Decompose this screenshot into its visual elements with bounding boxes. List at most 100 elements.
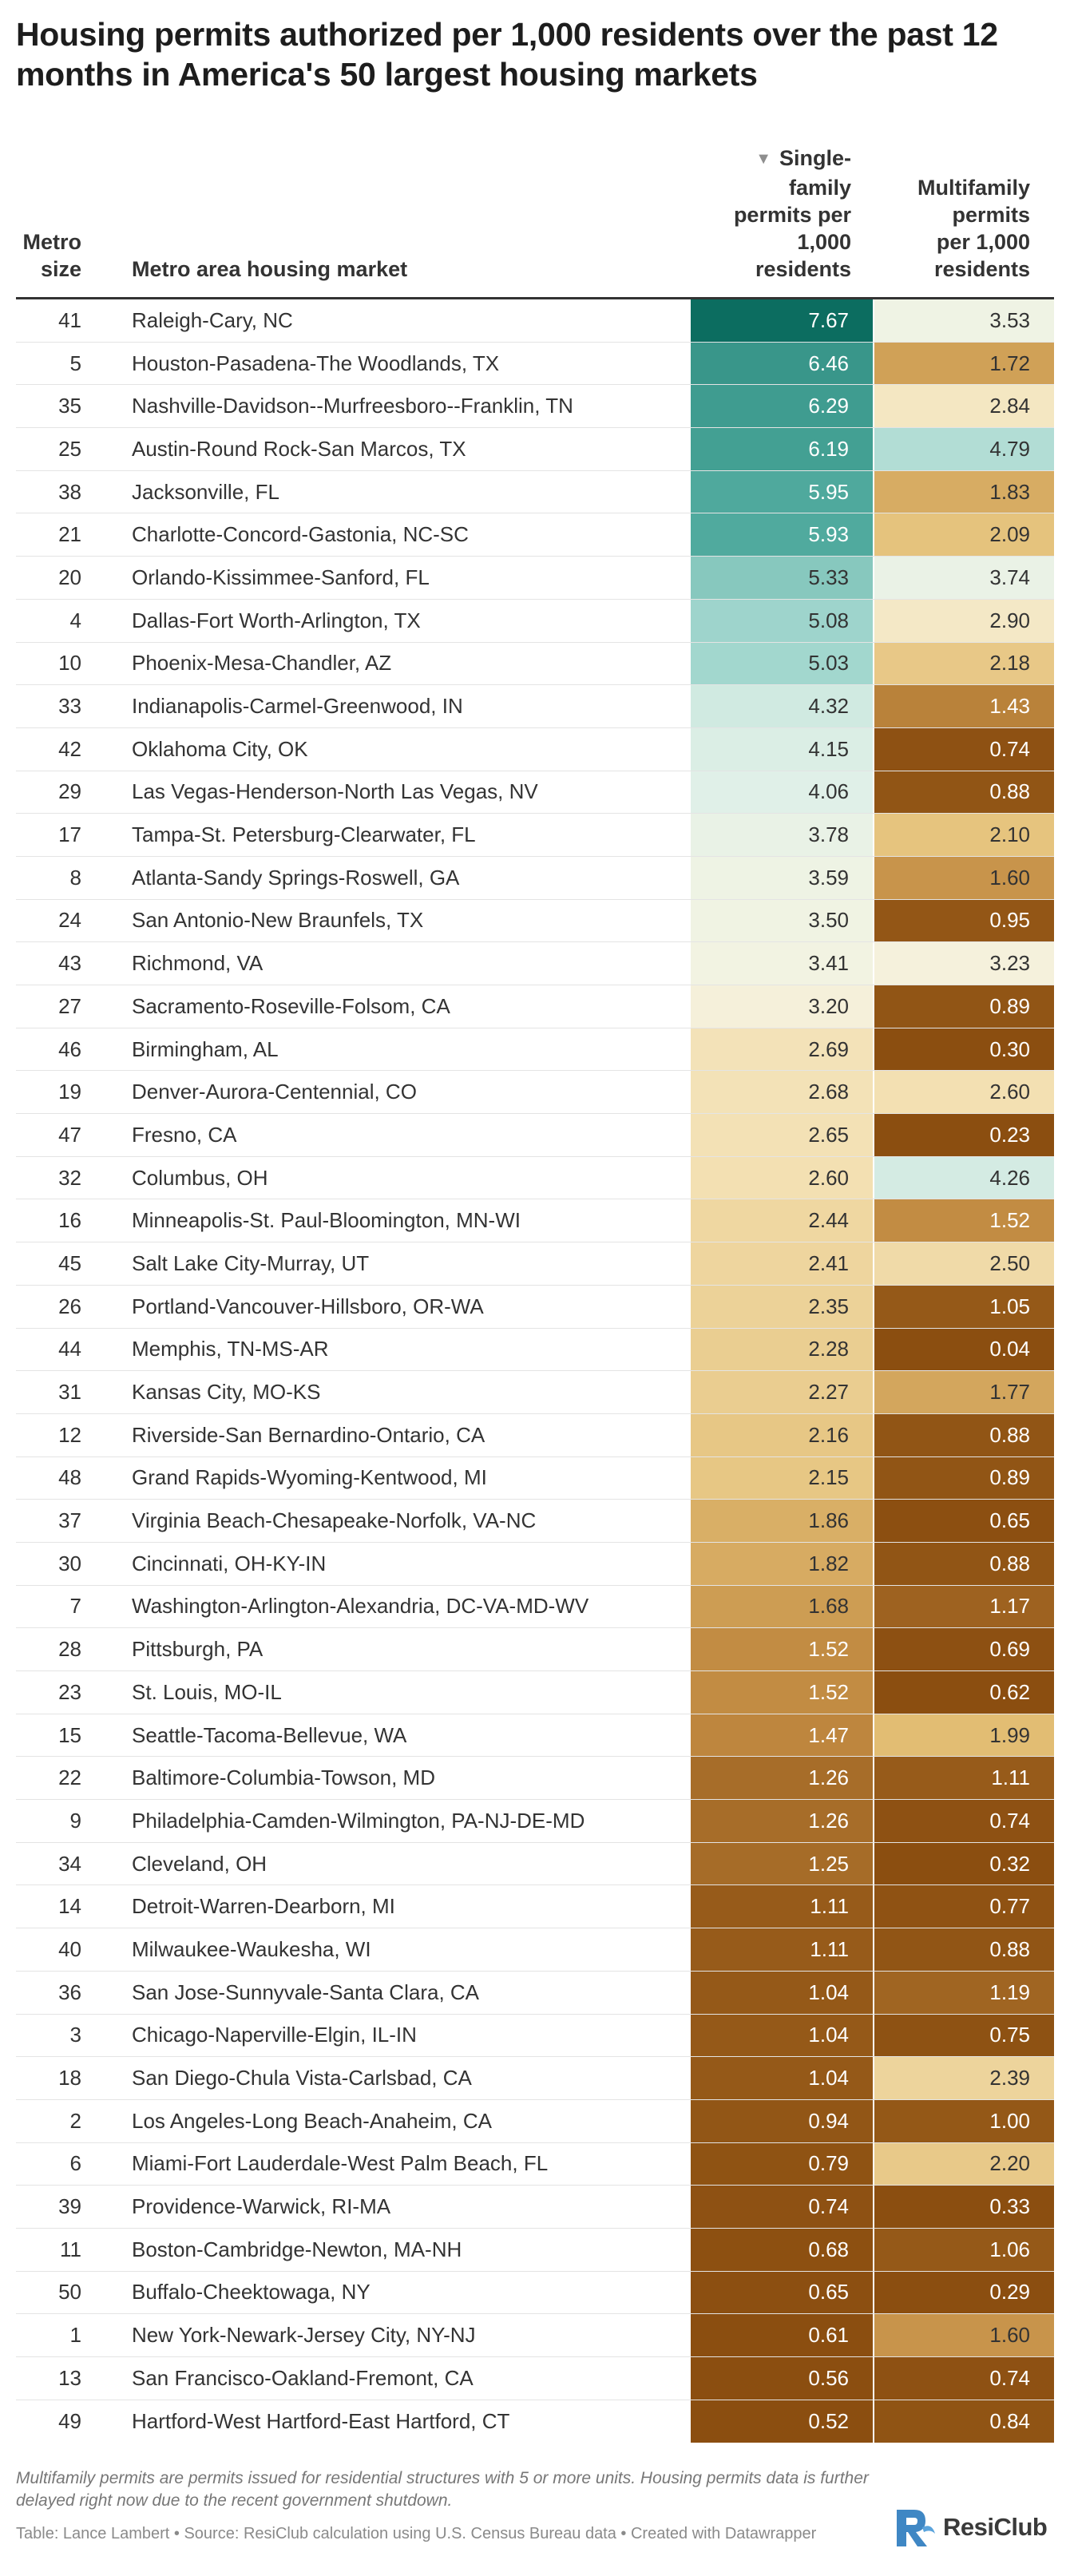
table-row[interactable]: 3 Chicago-Naperville-Elgin, IL-IN 1.04 0.75 (16, 2014, 1054, 2058)
cell-single-family: 1.26 (691, 1757, 873, 1800)
cell-multifamily: 0.74 (874, 727, 1054, 771)
table-row[interactable]: 16 Minneapolis-St. Paul-Bloomington, MN-W… (16, 1199, 1054, 1243)
table-row[interactable]: 48 Grand Rapids-Wyoming-Kentwood, MI 2.15 0… (16, 1456, 1054, 1500)
cell-metro-area: Birmingham, AL (132, 1036, 279, 1061)
header-metro-size[interactable]: Metro size (22, 230, 82, 281)
table-row[interactable]: 28 Pittsburgh, PA 1.52 0.69 (16, 1628, 1054, 1671)
table-row[interactable]: 40 Milwaukee-Waukesha, WI 1.11 0.88 (16, 1928, 1054, 1972)
table-row[interactable]: 18 San Diego-Chula Vista-Carlsbad, CA 1.04… (16, 2057, 1054, 2100)
cell-metro-area: Austin-Round Rock-San Marcos, TX (132, 436, 466, 461)
cell-multifamily: 0.89 (874, 1456, 1054, 1500)
cell-single-family: 5.95 (691, 470, 873, 513)
cell-multifamily: 1.83 (874, 470, 1054, 513)
cell-single-family: 0.61 (691, 2314, 873, 2356)
table-row[interactable]: 41 Raleigh-Cary, NC 7.67 3.53 (16, 299, 1054, 343)
cell-single-family: 6.29 (691, 385, 873, 428)
table-row[interactable]: 32 Columbus, OH 2.60 4.26 (16, 1156, 1054, 1200)
table-row[interactable]: 27 Sacramento-Roseville-Folsom, CA 3.20 0.8… (16, 985, 1054, 1028)
cell-single-family: 2.15 (691, 1456, 873, 1500)
header-single-family[interactable]: ▼ Single- family permits per 1,000 reside… (692, 145, 851, 283)
cell-single-family: 0.74 (691, 2186, 873, 2228)
table-row[interactable]: 34 Cleveland, OH 1.25 0.32 (16, 1842, 1054, 1886)
cell-metro-size: 29 (58, 779, 81, 804)
cell-metro-size: 7 (69, 1594, 81, 1619)
table-row[interactable]: 11 Boston-Cambridge-Newton, MA-NH 0.68 1.06 (16, 2228, 1054, 2272)
table-row[interactable]: 20 Orlando-Kissimmee-Sanford, FL 5.33 3.74 (16, 557, 1054, 600)
table-row[interactable]: 50 Buffalo-Cheektowaga, NY 0.65 0.29 (16, 2271, 1054, 2315)
cell-metro-size: 50 (58, 2280, 81, 2305)
table-row[interactable]: 15 Seattle-Tacoma-Bellevue, WA 1.47 1.99 (16, 1714, 1054, 1758)
cell-multifamily: 2.18 (874, 642, 1054, 685)
sort-descending-icon[interactable]: ▼ (755, 150, 771, 168)
table-row[interactable]: 21 Charlotte-Concord-Gastonia, NC-SC 5.93 2… (16, 513, 1054, 557)
table-row[interactable]: 25 Austin-Round Rock-San Marcos, TX 6.19 4.… (16, 428, 1054, 471)
table-row[interactable]: 29 Las Vegas-Henderson-North Las Vegas, N… (16, 771, 1054, 814)
cell-metro-area: Washington-Arlington-Alexandria, DC-VA-M… (132, 1594, 589, 1619)
table-row[interactable]: 17 Tampa-St. Petersburg-Clearwater, FL 3.7… (16, 814, 1054, 857)
table-row[interactable]: 24 San Antonio-New Braunfels, TX 3.50 0.95 (16, 899, 1054, 943)
cell-metro-size: 38 (58, 479, 81, 504)
table-row[interactable]: 13 San Francisco-Oakland-Fremont, CA 0.56 0… (16, 2357, 1054, 2400)
table-row[interactable]: 8 Atlanta-Sandy Springs-Roswell, GA 3.59 1.… (16, 856, 1054, 900)
table-row[interactable]: 30 Cincinnati, OH-KY-IN 1.82 0.88 (16, 1542, 1054, 1586)
table-row[interactable]: 37 Virginia Beach-Chesapeake-Norfolk, VA-… (16, 1500, 1054, 1543)
resiclub-logo[interactable]: ResiClub (890, 2499, 1048, 2555)
cell-metro-area: Nashville-Davidson--Murfreesboro--Frankl… (132, 394, 573, 418)
cell-multifamily: 0.65 (874, 1500, 1054, 1542)
cell-multifamily: 1.99 (874, 1714, 1054, 1757)
cell-metro-size: 12 (58, 1422, 81, 1447)
cell-metro-area: Portland-Vancouver-Hillsboro, OR-WA (132, 1294, 484, 1318)
cell-metro-size: 47 (58, 1122, 81, 1147)
table-row[interactable]: 4 Dallas-Fort Worth-Arlington, TX 5.08 2.90 (16, 599, 1054, 643)
table-row[interactable]: 2 Los Angeles-Long Beach-Anaheim, CA 0.94 1… (16, 2099, 1054, 2143)
cell-metro-area: Jacksonville, FL (132, 479, 279, 504)
cell-single-family: 1.52 (691, 1671, 873, 1714)
table-row[interactable]: 49 Hartford-West Hartford-East Hartford, … (16, 2400, 1054, 2443)
table-row[interactable]: 31 Kansas City, MO-KS 2.27 1.77 (16, 1371, 1054, 1414)
cell-single-family: 1.04 (691, 2014, 873, 2057)
table-header: Metro size Metro area housing market ▼ Si… (0, 136, 1070, 297)
table-row[interactable]: 45 Salt Lake City-Murray, UT 2.41 2.50 (16, 1242, 1054, 1286)
cell-metro-size: 16 (58, 1208, 81, 1233)
cell-multifamily: 0.88 (874, 1413, 1054, 1456)
cell-metro-size: 15 (58, 1722, 81, 1747)
cell-single-family: 6.19 (691, 428, 873, 470)
cell-metro-size: 46 (58, 1036, 81, 1061)
table-row[interactable]: 35 Nashville-Davidson--Murfreesboro--Fran… (16, 385, 1054, 429)
table-row[interactable]: 39 Providence-Warwick, RI-MA 0.74 0.33 (16, 2186, 1054, 2229)
table-row[interactable]: 19 Denver-Aurora-Centennial, CO 2.68 2.60 (16, 1071, 1054, 1115)
cell-multifamily: 1.05 (874, 1285, 1054, 1328)
cell-single-family: 2.27 (691, 1371, 873, 1413)
cell-metro-area: St. Louis, MO-IL (132, 1679, 282, 1704)
table-row[interactable]: 9 Philadelphia-Camden-Wilmington, PA-NJ-D… (16, 1800, 1054, 1843)
table-row[interactable]: 46 Birmingham, AL 2.69 0.30 (16, 1028, 1054, 1072)
cell-single-family: 6.46 (691, 342, 873, 385)
table-row[interactable]: 26 Portland-Vancouver-Hillsboro, OR-WA 2.3… (16, 1285, 1054, 1329)
table-row[interactable]: 38 Jacksonville, FL 5.95 1.83 (16, 470, 1054, 514)
cell-single-family: 4.32 (691, 685, 873, 727)
table-row[interactable]: 7 Washington-Arlington-Alexandria, DC-VA-… (16, 1585, 1054, 1629)
table-row[interactable]: 12 Riverside-San Bernardino-Ontario, CA 2.… (16, 1413, 1054, 1457)
table-row[interactable]: 44 Memphis, TN-MS-AR 2.28 0.04 (16, 1328, 1054, 1372)
table-row[interactable]: 47 Fresno, CA 2.65 0.23 (16, 1114, 1054, 1157)
header-metro-area[interactable]: Metro area housing market (132, 257, 408, 281)
table-row[interactable]: 33 Indianapolis-Carmel-Greenwood, IN 4.32 1… (16, 685, 1054, 728)
table-row[interactable]: 10 Phoenix-Mesa-Chandler, AZ 5.03 2.18 (16, 642, 1054, 686)
table-row[interactable]: 42 Oklahoma City, OK 4.15 0.74 (16, 727, 1054, 771)
table-row[interactable]: 36 San Jose-Sunnyvale-Santa Clara, CA 1.04… (16, 1971, 1054, 2015)
table-row[interactable]: 14 Detroit-Warren-Dearborn, MI 1.11 0.77 (16, 1885, 1054, 1929)
cell-metro-area: Atlanta-Sandy Springs-Roswell, GA (132, 865, 460, 890)
table-row[interactable]: 6 Miami-Fort Lauderdale-West Palm Beach, … (16, 2142, 1054, 2186)
header-multifamily[interactable]: Multifamily permits per 1,000 residents (917, 176, 1030, 281)
table-row[interactable]: 43 Richmond, VA 3.41 3.23 (16, 942, 1054, 985)
cell-multifamily: 2.50 (874, 1242, 1054, 1285)
table-row[interactable]: 22 Baltimore-Columbia-Towson, MD 1.26 1.11 (16, 1757, 1054, 1801)
cell-metro-size: 32 (58, 1165, 81, 1190)
cell-multifamily: 4.79 (874, 428, 1054, 470)
table-row[interactable]: 23 St. Louis, MO-IL 1.52 0.62 (16, 1671, 1054, 1714)
table-row[interactable]: 1 New York-Newark-Jersey City, NY-NJ 0.61 1… (16, 2314, 1054, 2357)
table-row[interactable]: 5 Houston-Pasadena-The Woodlands, TX 6.46 1… (16, 342, 1054, 386)
cell-single-family: 3.20 (691, 985, 873, 1028)
cell-multifamily: 0.89 (874, 985, 1054, 1028)
cell-single-family: 1.82 (691, 1542, 873, 1585)
